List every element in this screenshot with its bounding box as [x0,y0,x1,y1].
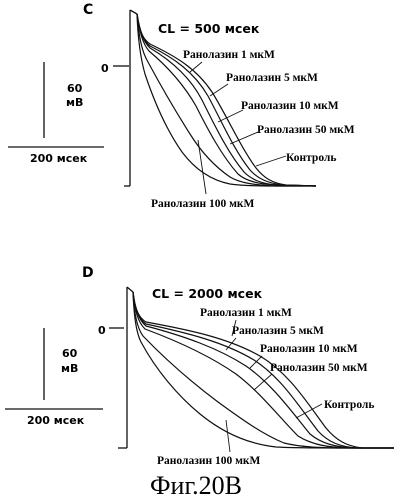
panel-c-leader-control [255,155,287,167]
panel-d-label-ranolazine-10: Ранолазин 10 мкМ [260,343,358,355]
panel-c-overshoot [129,9,138,15]
panel-d-leader-control [295,403,323,419]
panel-d-voltage-value: 60 [62,347,78,360]
panel-c-label-ranolazine-50: Ранолазин 50 мкМ [257,124,355,136]
panel-c-voltage-unit: мВ [66,96,83,109]
panel-d-leader-ranolazine-1 [231,319,237,337]
panel-d-label-ranolazine-50: Ранолазин 50 мкМ [270,362,368,374]
panel-d: D CL = 2000 мсек 60 мВ 200 мсек 0 Ранола… [5,265,395,467]
panel-d-trace-ranolazine-1 [132,291,394,449]
panel-c-trace-ranolazine-1 [136,13,317,187]
panel-c-leader-ranolazine-5 [209,83,229,97]
panel-c-trace-control [136,13,316,187]
panel-d-zero-label: 0 [98,324,106,337]
panel-c-label-ranolazine-100: Ранолазин 100 мкМ [151,198,255,210]
panel-c-trace-ranolazine-100 [136,13,316,187]
panel-d-voltage-unit: мВ [61,362,78,375]
panel-d-trace-ranolazine-50 [132,291,394,449]
figure-caption: Фиг.20В [150,471,242,500]
panel-c-trace-ranolazine-10 [136,13,317,187]
panel-c-label-ranolazine-5: Ранолазин 5 мкМ [226,72,318,84]
panel-c-leader-ranolazine-50 [229,131,259,145]
panel-c-label-ranolazine-1: Ранолазин 1 мкМ [183,49,275,61]
panel-c-time-value: 200 мсек [30,152,88,165]
panel-d-leader-ranolazine-100 [225,419,231,453]
panel-c-leader-ranolazine-10 [217,109,244,123]
panel-d-letter: D [82,265,94,281]
panel-d-label-ranolazine-100: Ранолазин 100 мкМ [157,455,261,467]
panel-d-leader-ranolazine-5 [225,337,237,351]
panel-d-trace-control [132,291,394,449]
panel-d-label-ranolazine-5: Ранолазин 5 мкМ [232,325,324,337]
panel-c-letter: C [83,2,93,18]
panel-d-overshoot [126,286,134,293]
panel-d-label-control: Контроль [324,399,374,411]
panel-d-time-value: 200 мсек [27,414,85,427]
panel-c-zero-label: 0 [101,62,109,75]
panel-d-trace-ranolazine-100 [132,291,395,449]
panel-d-trace-ranolazine-5 [132,291,394,449]
panel-c-cycle-length: CL = 500 мсек [158,21,260,36]
panel-d-leader-ranolazine-50 [253,373,273,391]
panel-c: C CL = 500 мсек 60 мВ 200 мсек 0 Ранолаз… [8,2,355,210]
panel-c-trace-ranolazine-5 [136,13,317,187]
panel-c-leader-ranolazine-1 [189,61,203,73]
panel-d-cycle-length: CL = 2000 мсек [152,286,263,301]
panel-c-voltage-value: 60 [67,82,83,95]
panel-c-trace-ranolazine-50 [136,13,317,187]
panel-d-trace-ranolazine-10 [132,291,394,449]
panel-c-label-ranolazine-10: Ранолазин 10 мкМ [241,100,339,112]
panel-c-leader-ranolazine-100 [197,139,207,195]
panel-d-label-ranolazine-1: Ранолазин 1 мкМ [200,307,292,319]
panel-c-label-control: Контроль [286,152,336,164]
panel-d-leader-ranolazine-10 [249,355,263,369]
